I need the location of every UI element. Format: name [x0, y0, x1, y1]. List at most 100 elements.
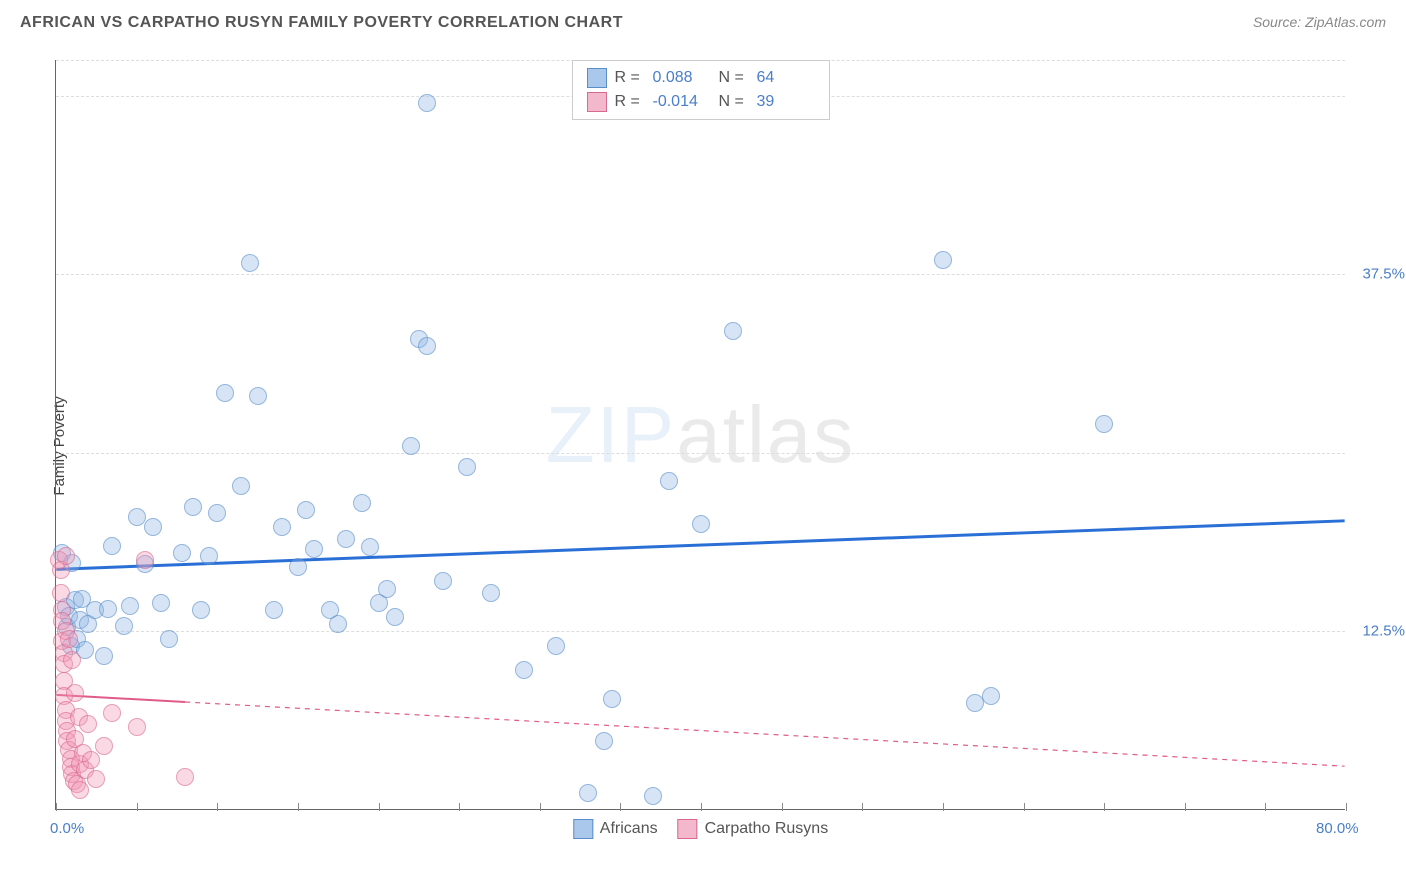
data-point	[160, 630, 178, 648]
data-point	[547, 637, 565, 655]
data-point	[60, 630, 78, 648]
data-point	[378, 580, 396, 598]
x-tick	[1104, 803, 1105, 811]
data-point	[82, 751, 100, 769]
data-point	[418, 337, 436, 355]
x-tick	[620, 803, 621, 811]
swatch-icon	[587, 92, 607, 112]
data-point	[934, 251, 952, 269]
data-point	[418, 94, 436, 112]
x-tick-label: 80.0%	[1316, 820, 1359, 837]
gridline	[56, 453, 1345, 454]
data-point	[208, 504, 226, 522]
data-point	[216, 384, 234, 402]
data-point	[361, 538, 379, 556]
legend-item: Africans	[573, 819, 658, 839]
legend-stats-row: R = 0.088 N = 64	[587, 66, 815, 90]
data-point	[386, 608, 404, 626]
r-label: R =	[615, 66, 645, 90]
data-point	[402, 437, 420, 455]
x-tick	[379, 803, 380, 811]
data-point	[434, 572, 452, 590]
data-point	[128, 508, 146, 526]
data-point	[1095, 415, 1113, 433]
header: AFRICAN VS CARPATHO RUSYN FAMILY POVERTY…	[20, 14, 1386, 32]
data-point	[87, 770, 105, 788]
data-point	[57, 547, 75, 565]
n-label: N =	[719, 90, 749, 114]
data-point	[99, 600, 117, 618]
data-point	[241, 254, 259, 272]
x-tick	[459, 803, 460, 811]
trend-line-dashed	[185, 702, 1344, 766]
y-tick-label: 37.5%	[1362, 266, 1405, 283]
data-point	[103, 704, 121, 722]
n-label: N =	[719, 66, 749, 90]
r-label: R =	[615, 90, 645, 114]
data-point	[71, 781, 89, 799]
legend-stats-row: R = -0.014 N = 39	[587, 90, 815, 114]
scatter-plot	[56, 60, 1345, 809]
data-point	[66, 684, 84, 702]
legend-label: Africans	[600, 820, 658, 838]
data-point	[273, 518, 291, 536]
data-point	[152, 594, 170, 612]
x-tick	[782, 803, 783, 811]
data-point	[79, 715, 97, 733]
data-point	[982, 687, 1000, 705]
gridline	[56, 631, 1345, 632]
n-value: 39	[757, 90, 815, 114]
data-point	[353, 494, 371, 512]
data-point	[458, 458, 476, 476]
x-tick	[1265, 803, 1266, 811]
swatch-icon	[678, 819, 698, 839]
data-point	[579, 784, 597, 802]
x-tick	[862, 803, 863, 811]
data-point	[184, 498, 202, 516]
data-point	[337, 530, 355, 548]
data-point	[52, 584, 70, 602]
data-point	[115, 617, 133, 635]
data-point	[329, 615, 347, 633]
data-point	[515, 661, 533, 679]
data-point	[595, 732, 613, 750]
data-point	[482, 584, 500, 602]
data-point	[95, 737, 113, 755]
data-point	[176, 768, 194, 786]
data-point	[660, 472, 678, 490]
data-point	[192, 601, 210, 619]
data-point	[265, 601, 283, 619]
chart-title: AFRICAN VS CARPATHO RUSYN FAMILY POVERTY…	[20, 14, 623, 32]
x-tick	[1185, 803, 1186, 811]
x-tick	[1024, 803, 1025, 811]
legend-label: Carpatho Rusyns	[705, 820, 829, 838]
data-point	[305, 540, 323, 558]
x-tick	[56, 803, 57, 811]
r-value: -0.014	[653, 90, 711, 114]
data-point	[95, 647, 113, 665]
data-point	[603, 690, 621, 708]
chart-area: ZIPatlas R = 0.088 N = 64 R = -0.014 N =…	[55, 60, 1345, 810]
data-point	[249, 387, 267, 405]
data-point	[136, 551, 154, 569]
gridline	[56, 274, 1345, 275]
y-tick-label: 12.5%	[1362, 623, 1405, 640]
data-point	[289, 558, 307, 576]
data-point	[724, 322, 742, 340]
data-point	[63, 651, 81, 669]
x-tick	[1346, 803, 1347, 811]
data-point	[103, 537, 121, 555]
data-point	[128, 718, 146, 736]
data-point	[144, 518, 162, 536]
n-value: 64	[757, 66, 815, 90]
data-point	[200, 547, 218, 565]
data-point	[692, 515, 710, 533]
legend-item: Carpatho Rusyns	[678, 819, 829, 839]
x-tick	[701, 803, 702, 811]
x-tick	[137, 803, 138, 811]
source-label: Source: ZipAtlas.com	[1253, 14, 1386, 30]
legend-stats: R = 0.088 N = 64 R = -0.014 N = 39	[572, 60, 830, 120]
r-value: 0.088	[653, 66, 711, 90]
x-tick	[217, 803, 218, 811]
x-tick-label: 0.0%	[50, 820, 84, 837]
